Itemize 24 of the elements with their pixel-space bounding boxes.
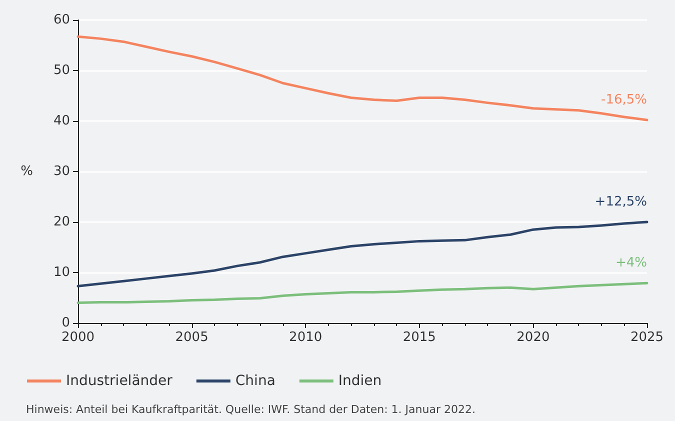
y-tick-label: 30 [53, 164, 70, 179]
y-tick-label: 60 [53, 12, 70, 28]
x-tick-label: 2015 [402, 330, 436, 345]
line-series [76, 220, 648, 288]
y-axis-title: % [20, 164, 33, 179]
text: Hinweis: Anteil bei Kaufkraftparität. Quelle: IWF. Stand der Daten: 1. Januar 2022. [26, 403, 476, 416]
x-tick-label: 2020 [516, 330, 550, 345]
x-tick-label: 2005 [175, 330, 208, 345]
y-tick-label: 10 [53, 265, 70, 280]
line-series [76, 35, 648, 122]
annotation: -16,5% [601, 92, 647, 108]
y-tick-label: 40 [53, 114, 70, 128]
y-tick-label: 50 [53, 63, 70, 78]
legend-label: Indien [338, 373, 382, 389]
annotation: +4% [615, 256, 647, 271]
x-tick-label: 2025 [630, 330, 664, 345]
y-tick-label: 20 [53, 214, 70, 230]
x-tick-label: 2010 [289, 330, 322, 345]
legend-label: China [235, 373, 276, 389]
x-tick-label: 2000 [61, 330, 95, 345]
annotation: +12,5% [594, 194, 647, 210]
line-series [76, 282, 648, 304]
legend-label: Industrieländer [66, 373, 173, 389]
y-tick-label: 0 [62, 316, 70, 330]
